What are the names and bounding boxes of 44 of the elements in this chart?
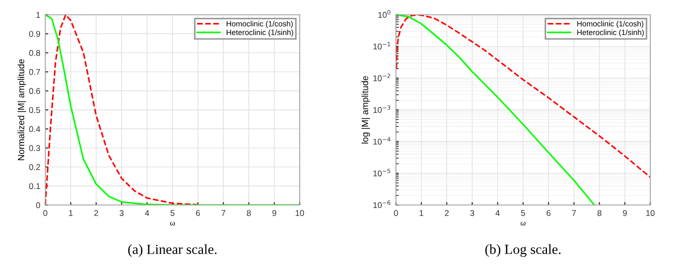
y-tick-label: 0.9 (29, 30, 40, 37)
x-tick-label: 9 (272, 210, 276, 216)
x-tick-label: 3 (120, 210, 124, 216)
y-tick-label: 0.3 (29, 145, 40, 152)
x-tick-label: 10 (646, 210, 655, 216)
y-tick-label: 10$^{−3}$ (373, 105, 390, 113)
y-axis-title: Normalized |M| amplitude (18, 59, 26, 160)
y-tick-label: 1 (36, 12, 40, 18)
y-tick-label: 10$^{−4}$ (373, 137, 390, 145)
y-tick-label: 0.5 (29, 107, 40, 113)
y-tick-label: 10$^{−1}$ (373, 42, 390, 50)
x-tick-label: 4 (144, 210, 150, 216)
x-tick-label: 0 (43, 210, 48, 216)
y-tick-label: 0.2 (29, 164, 40, 170)
x-tick-label: 9 (622, 210, 627, 216)
x-tick-label: 1 (69, 210, 73, 216)
y-tick-label: 0 (36, 202, 40, 208)
x-tick-label: 6 (546, 210, 550, 216)
y-tick-label: 10$^{−6}$ (373, 200, 390, 208)
x-tick-label: 2 (444, 210, 449, 216)
y-tick-label: 0.1 (29, 183, 40, 190)
y-tick-label: 0.7 (29, 69, 40, 75)
y-tick-label: 0.6 (29, 88, 40, 94)
text: (a) Linear scale. (128, 244, 217, 257)
x-tick-label: 7 (222, 210, 226, 216)
x-tick-label: 5 (170, 210, 174, 216)
x-tick-label: 3 (470, 210, 474, 216)
x-tick-label: 8 (597, 210, 602, 216)
x-tick-label: 8 (246, 210, 251, 216)
x-tick-label: 1 (420, 210, 424, 216)
x-tick-label: 0 (394, 210, 398, 216)
x-tick-label: 4 (496, 210, 500, 216)
x-tick-label: 7 (572, 210, 576, 216)
y-tick-label: 10$^{−5}$ (373, 168, 390, 176)
y-tick-label: 0.8 (29, 50, 40, 56)
x-tick-label: 10 (296, 210, 304, 216)
y-tick-label: 0.4 (29, 126, 40, 132)
x-tick-label: 5 (521, 210, 526, 216)
y-tick-label: 10$^{−2}$ (373, 74, 390, 82)
y-axis-title: log |M| amplitude (362, 76, 370, 144)
text: (b) Log scale. (485, 244, 561, 257)
x-tick-label: 6 (196, 210, 200, 216)
x-tick-label: 2 (94, 210, 98, 216)
y-tick-label: 10$^{0}$ (378, 10, 390, 18)
